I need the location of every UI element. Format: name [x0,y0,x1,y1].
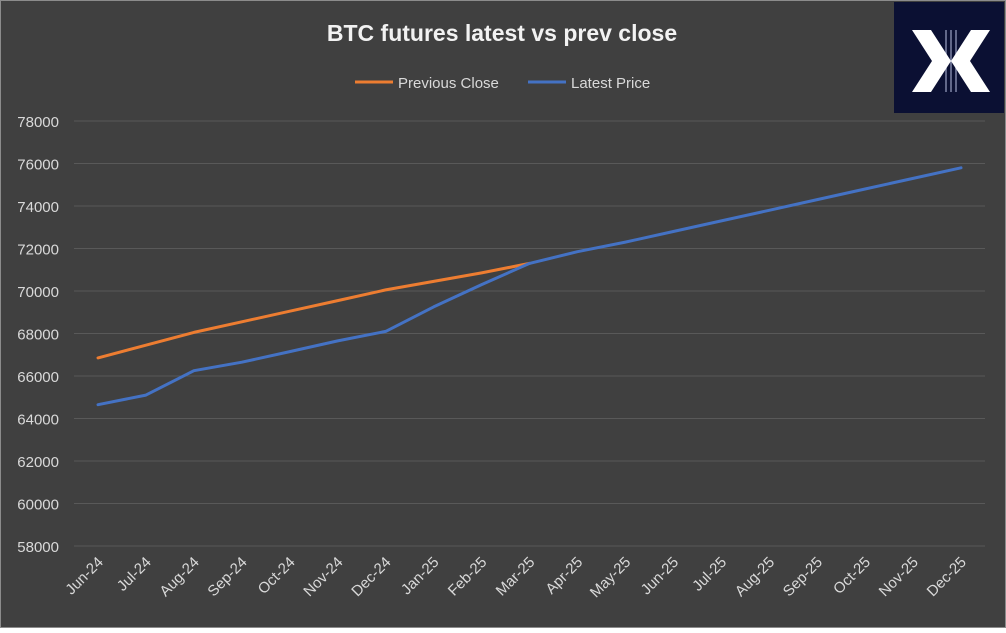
chart-title: BTC futures latest vs prev close [327,20,677,46]
y-tick-label: 64000 [17,412,59,429]
legend: Previous Close Latest Price [355,75,650,92]
y-tick-label: 62000 [17,454,59,471]
logo-background [894,2,1004,113]
series-line-previous-close [96,261,531,360]
y-axis-tick-labels: 58000 60000 62000 64000 66000 68000 70000 72000… [17,114,59,556]
y-tick-label: 78000 [17,114,59,131]
y-tick-label: 74000 [17,199,59,216]
series-lines [96,166,963,407]
y-tick-label: 76000 [17,157,59,174]
y-tick-label: 60000 [17,497,59,514]
gridlines [74,120,985,547]
legend-label-latest-price: Latest Price [571,75,650,92]
legend-entry-previous-close: Previous Close [355,75,499,92]
y-tick-label: 70000 [17,284,59,301]
x-brand-logo-icon [894,2,1004,113]
legend-label-previous-close: Previous Close [398,75,499,92]
legend-entry-latest-price: Latest Price [528,75,650,92]
series-line-latest-price [96,166,963,407]
y-tick-label: 58000 [17,539,59,556]
y-tick-label: 68000 [17,327,59,344]
y-tick-label: 72000 [17,242,59,259]
y-tick-label: 66000 [17,369,59,386]
